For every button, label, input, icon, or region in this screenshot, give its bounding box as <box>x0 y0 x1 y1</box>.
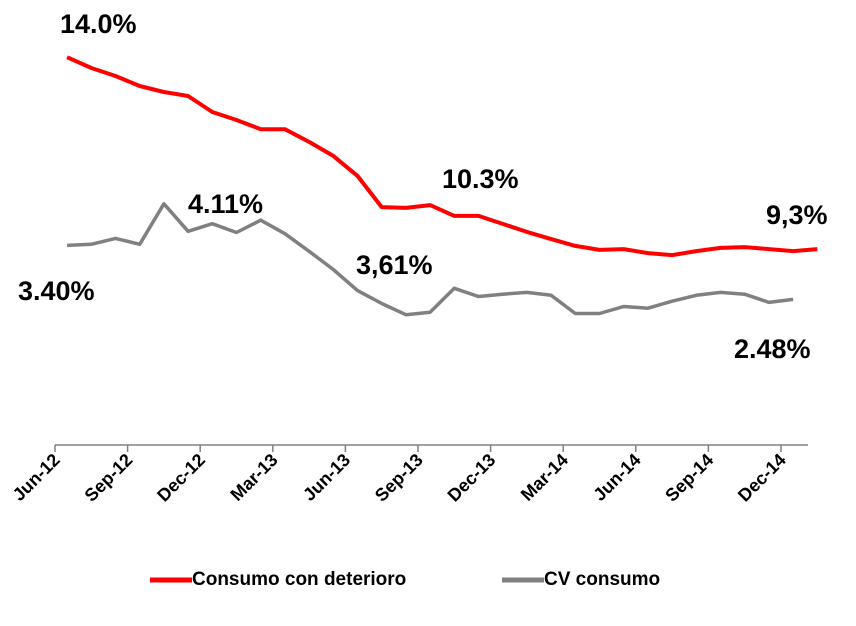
annotation: 14.0% <box>60 9 137 39</box>
x-tick-label: Dec-12 <box>153 450 209 506</box>
x-tick-label: Mar-14 <box>517 450 572 505</box>
line-series <box>67 202 794 317</box>
x-tick-label: Mar-13 <box>226 450 281 505</box>
annotation: 3,61% <box>356 250 433 280</box>
x-tick-label: Sep-12 <box>81 450 137 506</box>
x-tick-label: Sep-14 <box>661 450 717 506</box>
annotation: 10.3% <box>442 164 519 194</box>
x-tick-label: Dec-14 <box>734 450 790 506</box>
x-tick-label: Jun-14 <box>589 450 644 505</box>
x-tick-label: Sep-13 <box>371 450 427 506</box>
annotation: 3.40% <box>18 276 95 306</box>
legend-label: CV consumo <box>544 569 660 590</box>
line-series <box>66 55 818 258</box>
annotation: 9,3% <box>766 200 828 230</box>
annotation: 2.48% <box>734 334 811 364</box>
annotation: 4.11% <box>188 189 263 219</box>
x-tick-label: Jun-12 <box>9 450 64 505</box>
x-tick-label: Dec-13 <box>444 450 500 506</box>
x-tick-label: Jun-13 <box>299 450 354 505</box>
legend-label: Consumo con deterioro <box>192 569 406 590</box>
